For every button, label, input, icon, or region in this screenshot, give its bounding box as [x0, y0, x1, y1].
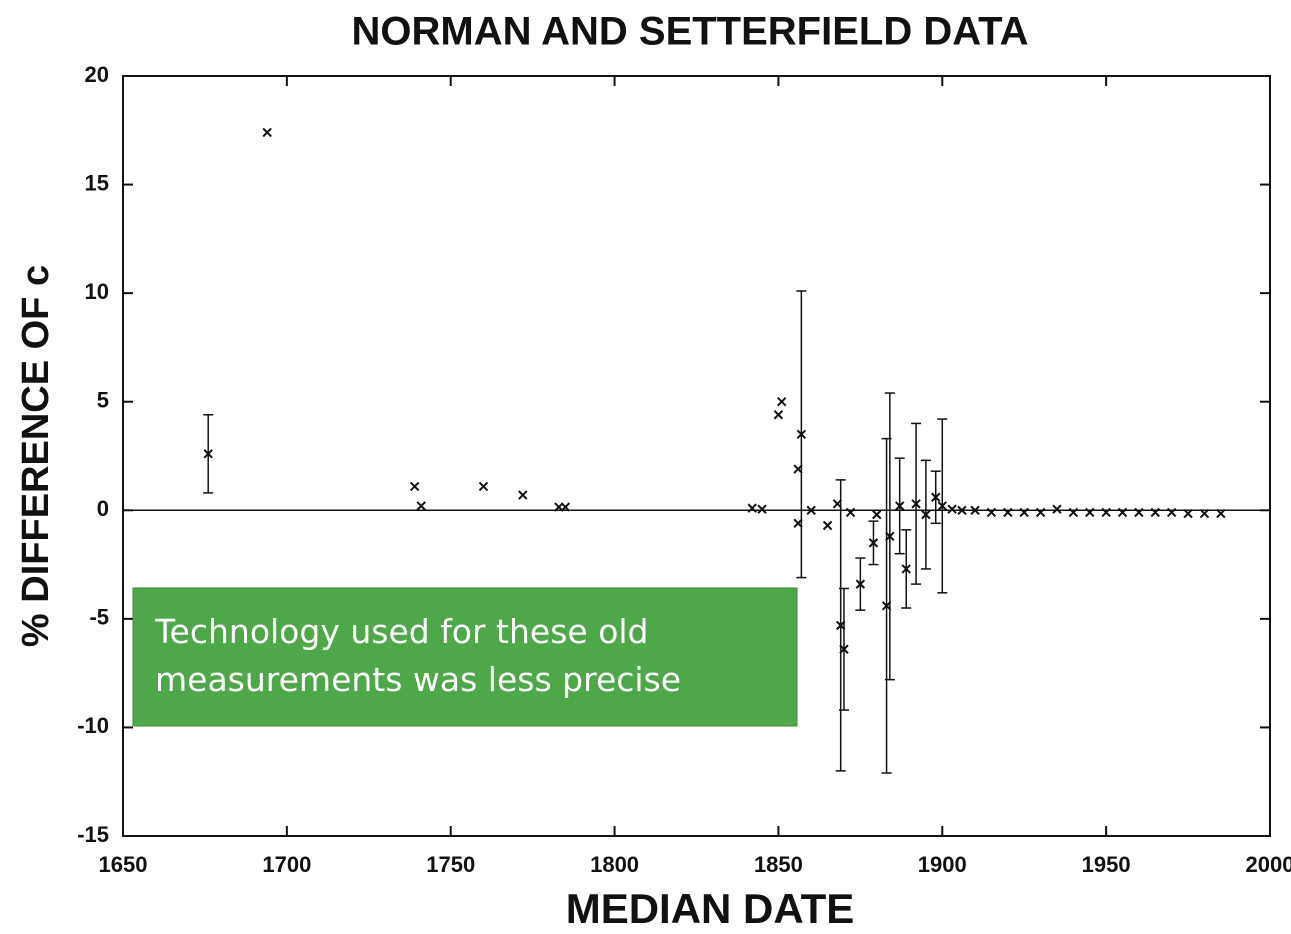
point: [518, 490, 528, 500]
point: [894, 501, 905, 511]
point: [776, 397, 787, 407]
point: [409, 481, 420, 492]
point: [262, 127, 272, 138]
point: [931, 492, 941, 502]
point: [845, 507, 856, 518]
point: [1150, 507, 1161, 518]
point: [1166, 507, 1177, 518]
point: [773, 410, 784, 420]
plot-frame: [122, 75, 1271, 837]
point: [1003, 507, 1013, 518]
point: [757, 504, 767, 514]
point: [911, 499, 921, 509]
point: [885, 531, 895, 542]
y-tick-label: 20: [85, 62, 109, 87]
x-tick-label: 1900: [918, 852, 967, 877]
point: [970, 505, 980, 515]
point: [1035, 507, 1046, 518]
y-tick-label: -15: [77, 822, 109, 847]
point: [478, 481, 489, 492]
annotation-text: measurements was less precise: [155, 660, 681, 699]
point: [921, 509, 931, 520]
x-axis-label: MEDIAN DATE: [566, 885, 855, 932]
point: [1199, 508, 1210, 519]
x-tick-label: 1750: [426, 852, 475, 877]
point: [1134, 507, 1144, 518]
x-tick-label: 1700: [262, 852, 311, 877]
x-tick-label: 1650: [99, 852, 148, 877]
point: [822, 520, 833, 531]
point: [1019, 507, 1029, 518]
point: [839, 644, 849, 654]
point: [1183, 508, 1193, 519]
point: [868, 538, 879, 548]
point: [416, 501, 426, 511]
point: [203, 449, 213, 459]
y-tick-label: 5: [97, 388, 109, 413]
point: [1085, 507, 1095, 518]
point: [986, 507, 997, 518]
point: [806, 505, 816, 515]
point: [872, 509, 882, 520]
point: [560, 502, 571, 512]
annotation-text: Technology used for these old: [154, 612, 649, 651]
x-tick-label: 1800: [590, 852, 639, 877]
point: [1052, 504, 1062, 514]
point: [957, 505, 967, 515]
y-tick-label: 10: [85, 279, 109, 304]
point: [1216, 508, 1226, 519]
point: [1117, 507, 1128, 518]
point: [855, 579, 866, 589]
x-tick-label: 2000: [1246, 852, 1291, 877]
chart-title: NORMAN AND SETTERFIELD DATA: [352, 10, 1029, 54]
y-tick-label: -10: [77, 713, 109, 738]
y-tick-label: 15: [85, 170, 109, 195]
y-axis-label: % DIFFERENCE OF c: [15, 265, 57, 647]
point: [937, 501, 947, 511]
x-tick-label: 1850: [754, 852, 803, 877]
point: [1068, 507, 1079, 518]
y-tick-label: 0: [97, 496, 109, 521]
point: [901, 564, 911, 574]
y-tick-label: -5: [89, 605, 109, 630]
x-tick-label: 1950: [1082, 852, 1131, 877]
point: [747, 503, 757, 513]
point: [1101, 507, 1111, 518]
point: [796, 429, 807, 439]
point: [947, 504, 957, 514]
annotation-box: [132, 587, 798, 727]
